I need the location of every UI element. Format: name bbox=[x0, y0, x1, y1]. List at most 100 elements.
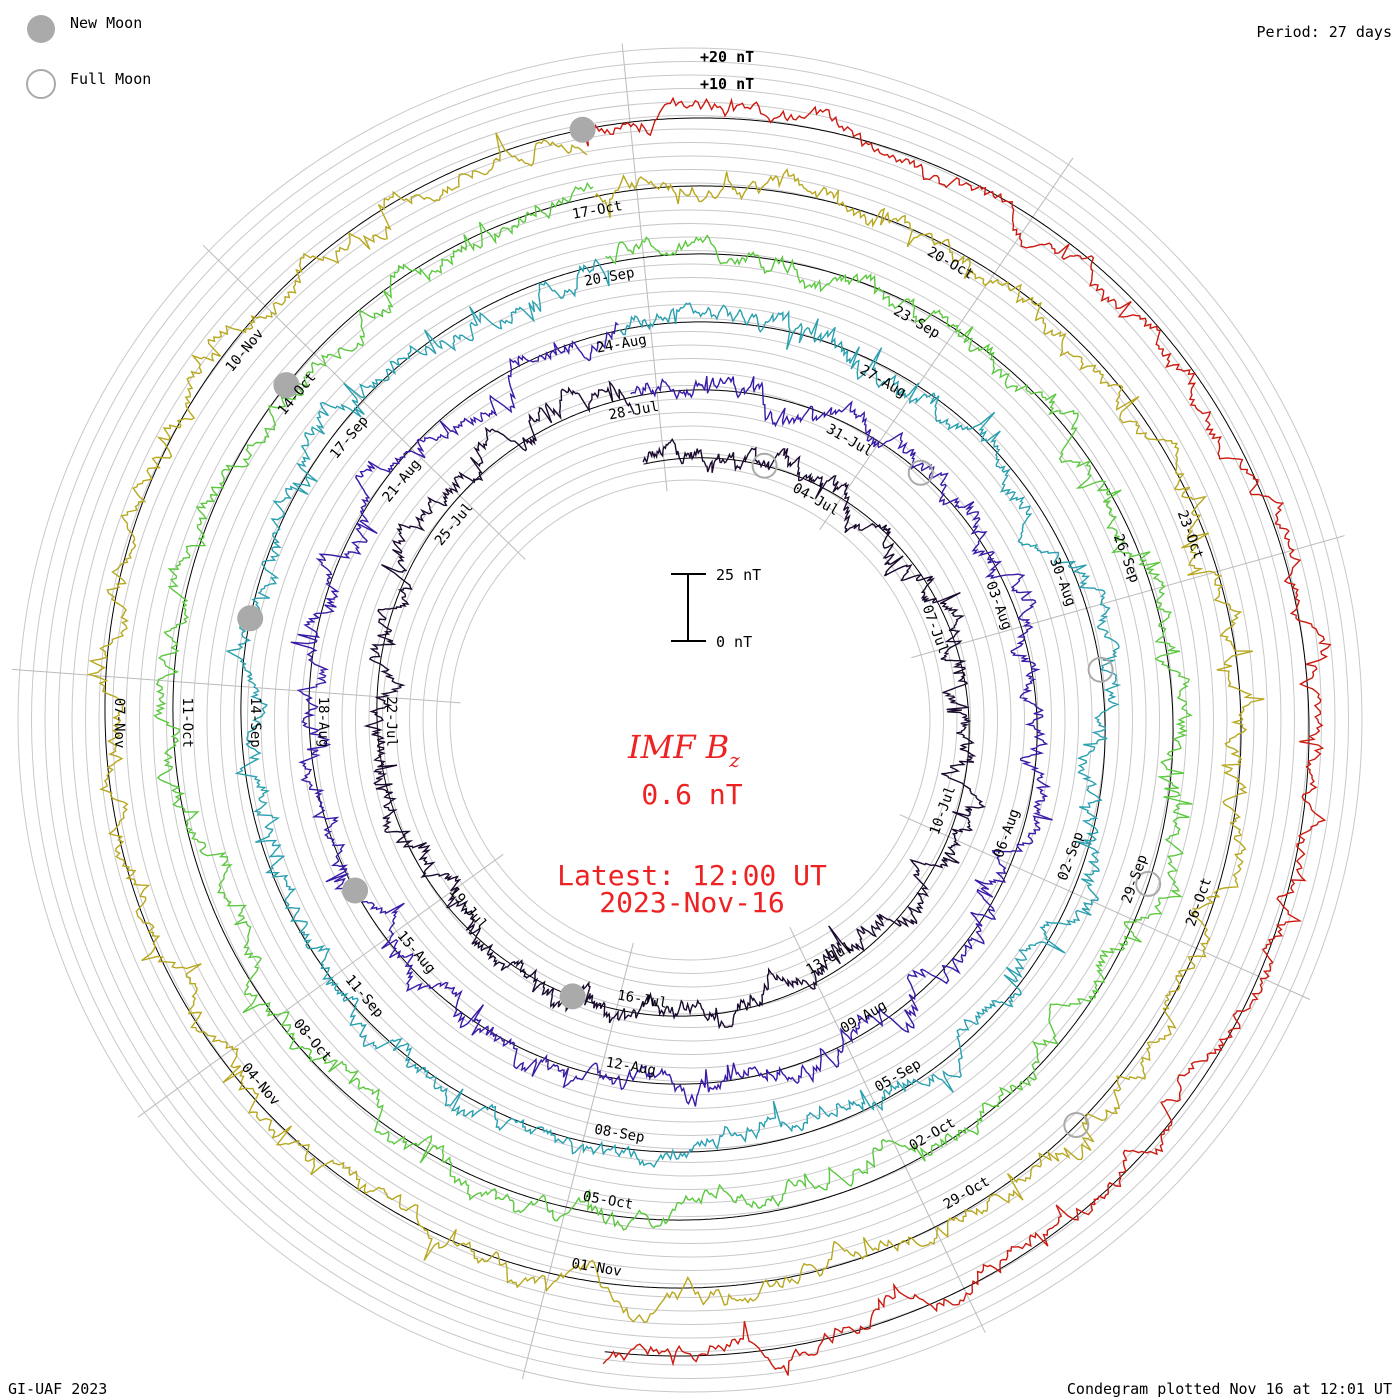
full-moon-marker bbox=[1063, 1112, 1090, 1138]
radial-grid bbox=[17, 47, 1363, 1393]
plotted-label: Condegram plotted Nov 16 at 12:01 UT bbox=[1067, 1380, 1392, 1398]
date-tick-label: 25-Jul bbox=[432, 500, 477, 549]
grid-ring bbox=[152, 182, 1228, 1258]
grid-ring bbox=[193, 223, 1187, 1217]
grid-ring bbox=[179, 209, 1201, 1231]
date-tick-label: 07-Jul bbox=[919, 603, 952, 656]
grid-ring bbox=[166, 196, 1214, 1244]
latest-time: Latest: 12:00 UT bbox=[557, 859, 827, 892]
grid-ring bbox=[314, 344, 1066, 1096]
date-tick-label: 18-Aug bbox=[315, 697, 331, 748]
grid-ring bbox=[220, 250, 1160, 1190]
date-tick-label: 22-Jul bbox=[383, 696, 399, 747]
grid-ring bbox=[139, 169, 1241, 1271]
date-tick-label: 21-Aug bbox=[379, 456, 424, 505]
date-tick-label: 07-Nov bbox=[111, 698, 127, 749]
new-moon-marker bbox=[342, 877, 369, 904]
grid-ring bbox=[44, 74, 1336, 1366]
period-label: Period: 27 days bbox=[1257, 23, 1392, 41]
date-tick-label: 09-Aug bbox=[838, 998, 890, 1037]
rotation-baseline bbox=[376, 396, 970, 1017]
grid-ring bbox=[436, 466, 944, 974]
new-moon-marker bbox=[273, 372, 300, 399]
current-value: 0.6 nT bbox=[641, 778, 742, 811]
day-spoke bbox=[621, 43, 668, 492]
bz-trace bbox=[363, 380, 986, 1030]
day-spoke bbox=[11, 668, 461, 704]
date-tick-label: 17-Sep bbox=[327, 413, 372, 462]
day-spoke bbox=[911, 535, 1345, 659]
date-tick-label: 30-Aug bbox=[1046, 556, 1079, 609]
date-tick-label: 02-Oct bbox=[907, 1115, 959, 1154]
date-tick-label: 03-Aug bbox=[982, 579, 1015, 632]
chart-title: IMF Bz bbox=[627, 728, 740, 772]
grid-ring bbox=[125, 155, 1255, 1285]
grid-ring bbox=[85, 115, 1295, 1325]
new-moon-marker bbox=[569, 116, 596, 143]
grid-ring bbox=[247, 277, 1133, 1163]
bz-trace bbox=[582, 96, 1332, 1376]
date-tick-label: 08-Sep bbox=[593, 1122, 646, 1146]
date-tick-label: 14-Sep bbox=[247, 697, 263, 748]
date-tick-label: 04-Nov bbox=[238, 1060, 283, 1109]
day-spoke bbox=[789, 926, 986, 1333]
grid-ring bbox=[287, 317, 1093, 1123]
date-tick-label: 29-Oct bbox=[941, 1174, 993, 1213]
grid-ring bbox=[71, 101, 1309, 1339]
new-moon-marker bbox=[559, 983, 586, 1010]
date-tick-label: 27-Aug bbox=[857, 362, 909, 401]
full-moon-legend-label: Full Moon bbox=[70, 70, 151, 88]
grid-ring bbox=[98, 128, 1282, 1312]
full-moon-marker bbox=[751, 452, 778, 479]
grid-ring bbox=[233, 263, 1147, 1177]
ref-label-10nt: +10 nT bbox=[700, 75, 754, 93]
day-spoke bbox=[899, 814, 1311, 1000]
new-moon-legend-icon bbox=[27, 15, 55, 43]
bz-trace bbox=[225, 258, 1122, 1168]
grid-ring bbox=[368, 398, 1012, 1042]
rotation-baseline bbox=[104, 129, 1242, 1289]
day-spoke bbox=[202, 244, 526, 560]
date-tick-label: 24-Aug bbox=[595, 332, 648, 357]
grid-ring bbox=[58, 88, 1322, 1352]
bz-trace bbox=[86, 132, 1265, 1324]
rotation-baseline bbox=[240, 263, 1106, 1153]
date-tick-label: 05-Sep bbox=[872, 1056, 924, 1095]
chart-title-subscript: z bbox=[728, 748, 740, 772]
chart-title-main: IMF B bbox=[627, 728, 729, 766]
scale-bottom-label: 0 nT bbox=[716, 633, 752, 651]
grid-ring bbox=[341, 371, 1039, 1069]
grid-ring bbox=[301, 331, 1079, 1109]
date-tick-label: 28-Jul bbox=[607, 399, 660, 424]
grid-ring bbox=[328, 358, 1052, 1082]
scale-bar: 25 nT 0 nT bbox=[671, 566, 761, 651]
scale-top-label: 25 nT bbox=[716, 566, 761, 584]
grid-ring bbox=[409, 439, 971, 1001]
credit-label: GI-UAF 2023 bbox=[8, 1380, 107, 1398]
grid-ring bbox=[355, 385, 1025, 1055]
rotation-baseline bbox=[308, 329, 1038, 1085]
bz-trace bbox=[153, 181, 1193, 1231]
bz-trace bbox=[290, 321, 1053, 1107]
grid-ring bbox=[17, 47, 1363, 1393]
ref-label-20nt: +20 nT bbox=[700, 48, 754, 66]
grid-ring bbox=[31, 61, 1349, 1379]
full-moon-marker bbox=[1135, 870, 1162, 897]
moon-markers bbox=[237, 116, 1162, 1138]
date-tick-label: 13-Jul bbox=[804, 939, 856, 978]
full-moon-marker bbox=[1087, 656, 1114, 683]
date-tick-label: 17-Oct bbox=[571, 198, 624, 223]
new-moon-marker bbox=[237, 605, 264, 632]
day-spokes bbox=[11, 43, 1345, 1380]
date-tick-label: 26-Sep bbox=[1110, 532, 1143, 585]
rotation-baseline bbox=[582, 117, 1310, 1357]
grid-ring bbox=[422, 452, 958, 988]
day-spoke bbox=[819, 157, 1074, 531]
full-moon-marker bbox=[907, 459, 934, 486]
date-tick-label: 26-Oct bbox=[1183, 876, 1215, 929]
date-tick-label: 11-Oct bbox=[179, 697, 195, 748]
day-spoke bbox=[137, 853, 504, 1118]
latest-date: 2023-Nov-16 bbox=[599, 886, 784, 919]
bz-traces bbox=[86, 96, 1332, 1376]
